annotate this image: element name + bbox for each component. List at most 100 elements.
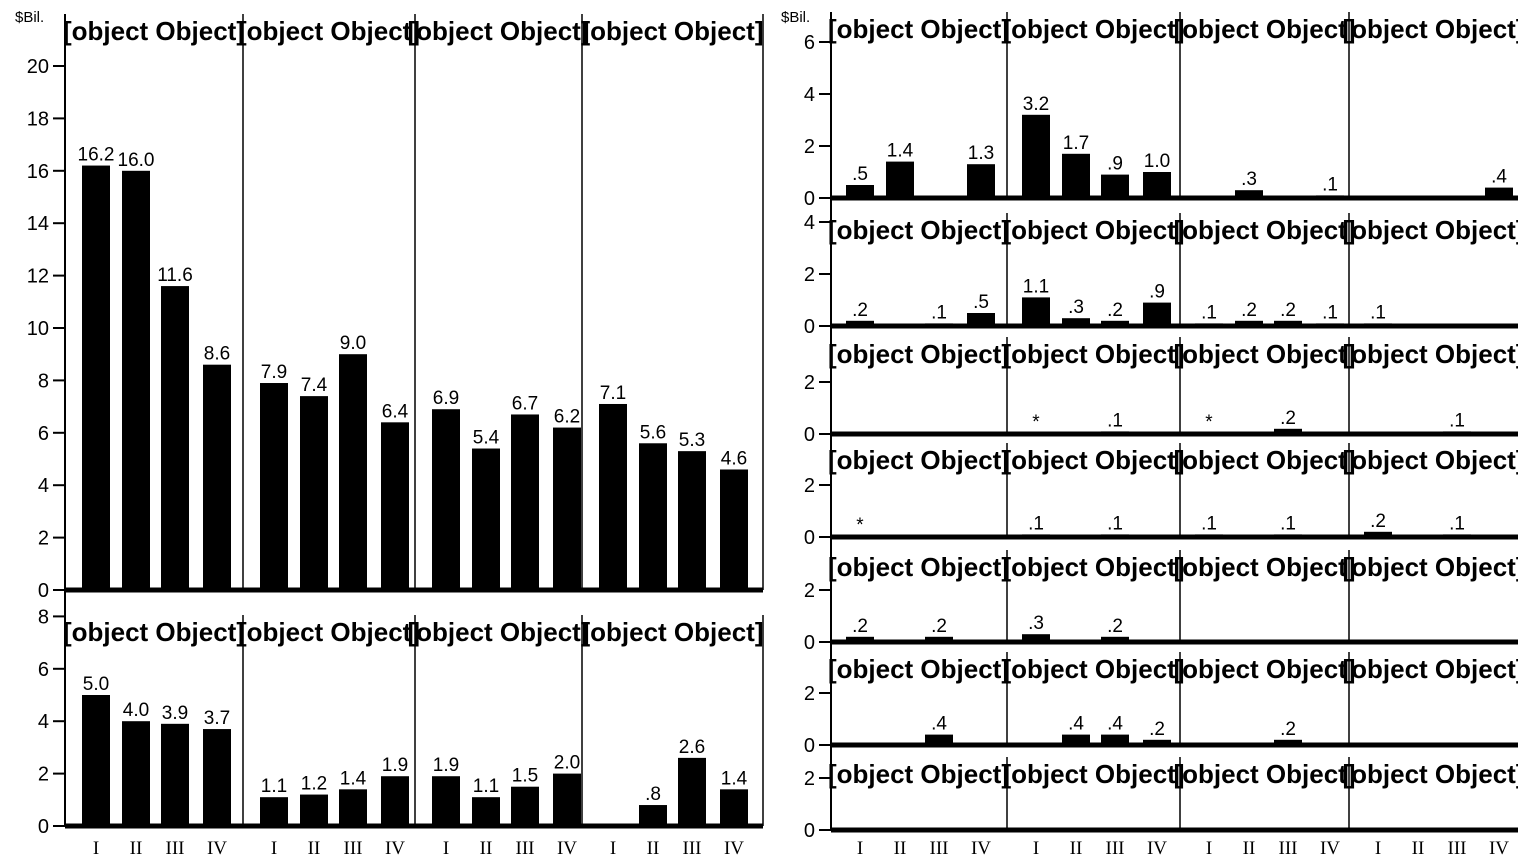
value-label-1984-q4: 8.6 [204, 344, 230, 365]
value-label-1986-q2: 5.4 [473, 428, 500, 449]
left-row-2-y-tick-label: 2 [38, 764, 49, 786]
value-label-2009-q3: .2 [1107, 616, 1123, 637]
left-quarter-label-IV: IV [724, 838, 744, 857]
bar-1988-q4 [203, 729, 231, 826]
bar-2009-q1 [1022, 634, 1050, 642]
value-label-1996-q1: .2 [852, 300, 868, 321]
value-label-1992-q2: 1.4 [887, 141, 914, 162]
value-label-1990-q2: 1.1 [473, 776, 499, 797]
right-quarter-label-II: II [1412, 838, 1425, 857]
value-label-1986-q4: 6.2 [554, 407, 580, 428]
value-label-1998-q1: .1 [1201, 302, 1217, 323]
value-label-1986-q3: 6.7 [512, 393, 538, 414]
left-quarter-label-II: II [647, 838, 660, 857]
year-label-[object Object]: [object Object] [1173, 759, 1355, 789]
value-label-1997-q1: 1.1 [1023, 276, 1049, 297]
bar-2014-q3 [1274, 739, 1302, 745]
bar-2013-q2 [1062, 734, 1090, 745]
bar-2012-q3 [925, 734, 953, 745]
value-label-1991-q4: 1.4 [721, 768, 748, 789]
value-label-1989-q2: 1.2 [301, 774, 327, 795]
left-row-2-y-tick-label: 0 [38, 816, 49, 838]
value-label-1998-q3: .2 [1280, 300, 1296, 321]
right-quarter-label-I: I [1206, 838, 1212, 857]
bar-1997-q1 [1022, 297, 1050, 326]
bar-1997-q4 [1143, 302, 1171, 326]
bar-2005-q3 [1101, 534, 1129, 537]
right-row-3-y-tick-label: 0 [804, 424, 815, 446]
value-label-1998-q2: .2 [1241, 300, 1257, 321]
value-label-2002-q1: * [1205, 412, 1213, 433]
year-label-[object Object]: [object Object] [1342, 14, 1518, 44]
left-row-1-y-tick-label: 10 [27, 318, 49, 340]
year-label-[object Object]: [object Object] [238, 16, 420, 46]
bar-1993-q1 [1022, 114, 1050, 198]
bar-1984-q1 [82, 165, 110, 590]
year-label-[object Object]: [object Object] [828, 14, 1010, 44]
left-row-2-y-tick-label: 4 [38, 711, 49, 733]
bar-1986-q2 [472, 448, 500, 590]
left-row-1-y-tick-label: 12 [27, 266, 49, 288]
right-row-6-y-tick-label: 2 [804, 683, 815, 705]
bar-1992-q1 [846, 185, 874, 198]
right-quarter-label-II: II [1070, 838, 1083, 857]
left-quarter-label-I: I [443, 838, 449, 857]
year-label-[object Object]: [object Object] [407, 16, 589, 46]
left-quarter-label-I: I [610, 838, 616, 857]
value-label-1997-q2: .3 [1068, 297, 1084, 318]
right-row-7-y-tick-label: 2 [804, 768, 815, 790]
right-row-7-y-tick-label: 0 [804, 820, 815, 842]
year-label-[object Object]: [object Object] [1002, 552, 1184, 582]
bar-1997-q2 [1062, 318, 1090, 326]
year-label-[object Object]: [object Object] [63, 617, 245, 647]
value-label-2006-q1: .1 [1201, 513, 1217, 534]
value-label-2001-q1: * [1032, 412, 1040, 433]
bar-2007-q1 [1364, 531, 1392, 537]
right-quarter-label-I: I [1033, 838, 1039, 857]
value-label-1986-q1: 6.9 [433, 388, 459, 409]
right-quarter-label-III: III [1448, 838, 1467, 857]
right-quarter-label-IV: IV [971, 838, 991, 857]
value-label-1989-q4: 1.9 [382, 755, 408, 776]
value-label-1985-q4: 6.4 [382, 401, 409, 422]
right-quarter-label-IV: IV [1147, 838, 1167, 857]
value-label-1987-q1: 7.1 [600, 383, 626, 404]
right-row-1-y-tick-label: 4 [804, 84, 815, 106]
year-label-[object Object]: [object Object] [1342, 215, 1518, 245]
bar-2013-q4 [1143, 739, 1171, 745]
left-quarter-label-IV: IV [385, 838, 405, 857]
value-label-1987-q2: 5.6 [640, 422, 666, 443]
year-label-[object Object]: [object Object] [1002, 14, 1184, 44]
left-row-1-y-tick-label: 20 [27, 56, 49, 78]
bar-1990-q2 [472, 797, 500, 826]
right-row-6-y-tick-label: 0 [804, 735, 815, 757]
value-label-1989-q3: 1.4 [340, 768, 367, 789]
bar-1988-q3 [161, 723, 189, 826]
right-quarter-label-III: III [930, 838, 949, 857]
year-label-[object Object]: [object Object] [828, 759, 1010, 789]
right-quarter-label-III: III [1106, 838, 1125, 857]
year-label-[object Object]: [object Object] [828, 339, 1010, 369]
right-quarter-label-I: I [1375, 838, 1381, 857]
bar-1989-q2 [300, 794, 328, 826]
right-quarter-label-I: I [857, 838, 863, 857]
bar-1988-q2 [122, 721, 150, 826]
year-label-[object Object]: [object Object] [1173, 215, 1355, 245]
value-label-1987-q4: 4.6 [721, 448, 747, 469]
bar-1987-q4 [720, 469, 748, 590]
right-row-2-y-tick-label: 0 [804, 316, 815, 338]
value-label-1984-q1: 16.2 [78, 145, 115, 166]
value-label-2012-q3: .4 [931, 714, 947, 735]
left-quarter-label-III: III [344, 838, 363, 857]
year-label-[object Object]: [object Object] [1002, 654, 1184, 684]
bar-2009-q3 [1101, 636, 1129, 642]
bar-1988-q1 [82, 695, 110, 826]
bar-1989-q4 [381, 776, 409, 826]
year-label-[object Object]: [object Object] [407, 617, 589, 647]
value-label-2003-q3: .1 [1449, 410, 1465, 431]
bar-1994-q2 [1235, 190, 1263, 198]
year-label-[object Object]: [object Object] [1342, 759, 1518, 789]
year-label-[object Object]: [object Object] [1173, 339, 1355, 369]
right-quarter-label-IV: IV [1489, 838, 1509, 857]
right-quarter-label-II: II [894, 838, 907, 857]
